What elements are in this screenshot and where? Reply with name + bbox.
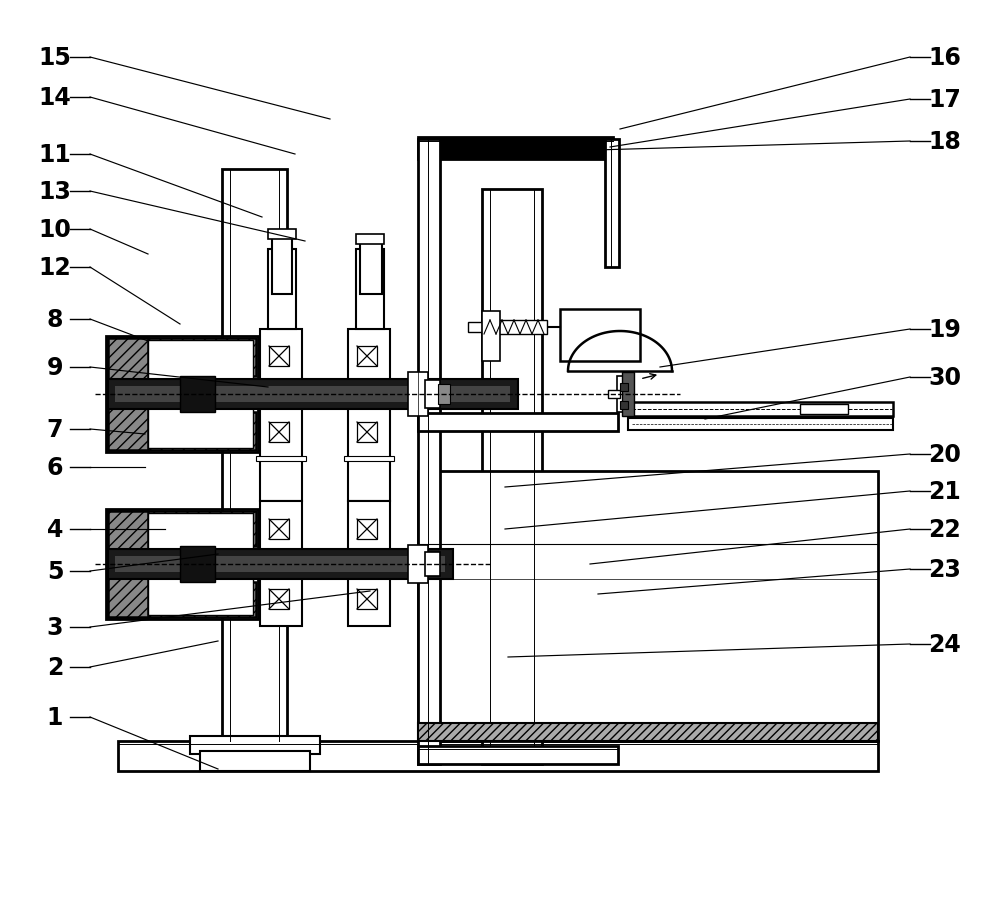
- Bar: [108, 550, 453, 579]
- Text: 16: 16: [929, 46, 961, 70]
- Bar: [115, 387, 510, 403]
- Bar: [222, 170, 287, 742]
- Bar: [256, 457, 306, 461]
- Bar: [268, 250, 296, 330]
- Bar: [268, 230, 296, 240]
- Text: 13: 13: [39, 180, 71, 204]
- Bar: [468, 323, 484, 333]
- Text: 15: 15: [39, 46, 71, 70]
- Bar: [118, 742, 878, 771]
- Bar: [108, 583, 256, 618]
- Bar: [418, 471, 878, 742]
- Bar: [108, 380, 518, 410]
- Bar: [260, 330, 302, 460]
- Bar: [617, 377, 627, 413]
- Text: 19: 19: [929, 318, 961, 342]
- Bar: [108, 512, 256, 547]
- Bar: [356, 234, 384, 244]
- Bar: [622, 372, 634, 416]
- Bar: [260, 460, 302, 502]
- Bar: [106, 509, 258, 619]
- Bar: [482, 190, 542, 765]
- Bar: [418, 746, 618, 765]
- Text: 14: 14: [39, 85, 71, 110]
- Bar: [269, 589, 289, 609]
- Bar: [628, 403, 893, 416]
- Bar: [628, 418, 893, 430]
- Text: 5: 5: [47, 560, 63, 584]
- Text: 18: 18: [929, 130, 961, 153]
- Bar: [356, 250, 384, 330]
- Bar: [180, 377, 215, 413]
- Text: 1: 1: [47, 705, 63, 729]
- Bar: [357, 589, 377, 609]
- Bar: [560, 310, 640, 361]
- Bar: [357, 519, 377, 539]
- Bar: [106, 336, 258, 452]
- Text: 21: 21: [929, 480, 961, 504]
- Text: 20: 20: [929, 443, 961, 467]
- Bar: [438, 384, 450, 404]
- Text: 10: 10: [39, 218, 71, 242]
- Bar: [344, 457, 394, 461]
- Bar: [200, 751, 310, 771]
- Text: 2: 2: [47, 655, 63, 679]
- Bar: [418, 138, 613, 160]
- Bar: [482, 312, 500, 361]
- Bar: [620, 402, 628, 410]
- Bar: [425, 380, 440, 409]
- Bar: [269, 423, 289, 443]
- Bar: [115, 556, 445, 573]
- Bar: [608, 391, 620, 399]
- Text: 24: 24: [929, 632, 961, 656]
- Bar: [800, 404, 848, 414]
- Bar: [418, 723, 878, 742]
- Bar: [108, 338, 256, 377]
- Bar: [348, 502, 390, 627]
- Text: 8: 8: [47, 308, 63, 332]
- Bar: [269, 519, 289, 539]
- Bar: [190, 736, 320, 754]
- Bar: [605, 140, 619, 267]
- Bar: [425, 552, 440, 576]
- Bar: [260, 502, 302, 627]
- Bar: [482, 321, 547, 335]
- Text: 4: 4: [47, 517, 63, 541]
- Text: 7: 7: [47, 417, 63, 441]
- Bar: [272, 234, 292, 295]
- Bar: [180, 547, 215, 583]
- Bar: [408, 372, 428, 416]
- Bar: [418, 414, 618, 432]
- Bar: [357, 346, 377, 367]
- Text: 9: 9: [47, 356, 63, 380]
- Bar: [357, 423, 377, 443]
- Bar: [148, 341, 253, 448]
- Text: 12: 12: [39, 255, 71, 279]
- Text: 17: 17: [929, 88, 961, 112]
- Bar: [620, 383, 628, 391]
- Bar: [408, 545, 428, 584]
- Bar: [148, 514, 253, 616]
- Bar: [418, 140, 440, 765]
- Bar: [360, 240, 382, 295]
- Text: 11: 11: [39, 142, 71, 167]
- Bar: [348, 460, 390, 502]
- Text: 30: 30: [928, 366, 961, 390]
- Text: 6: 6: [47, 456, 63, 480]
- Bar: [348, 330, 390, 460]
- Bar: [269, 346, 289, 367]
- Text: 23: 23: [929, 558, 961, 582]
- Text: 22: 22: [929, 517, 961, 541]
- Bar: [108, 338, 148, 450]
- Bar: [108, 512, 148, 618]
- Bar: [108, 413, 256, 450]
- Text: 3: 3: [47, 616, 63, 640]
